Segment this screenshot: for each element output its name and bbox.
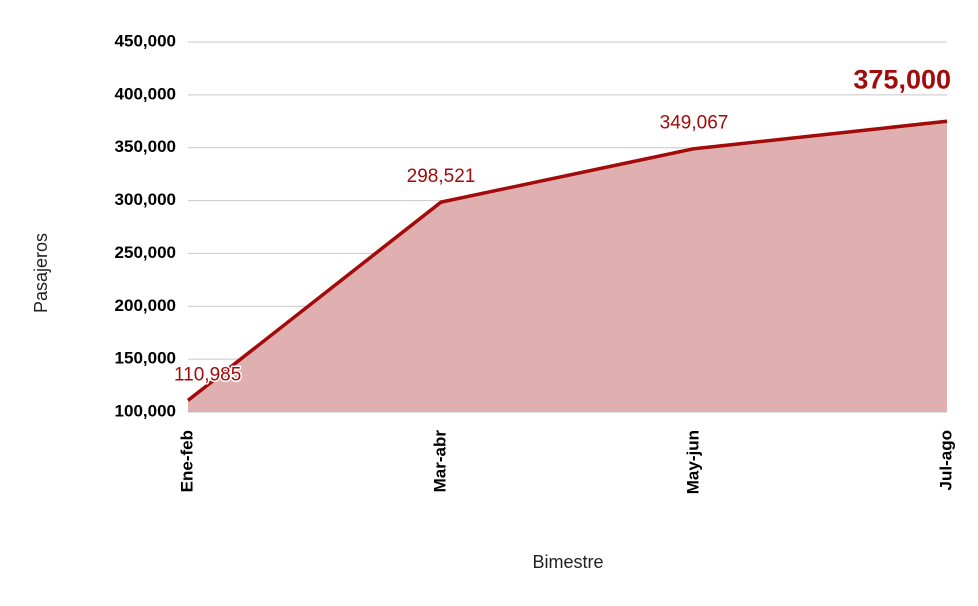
value-label: 349,067	[660, 113, 729, 134]
y-tick-label: 300,000	[115, 190, 176, 209]
x-tick-label: Mar-abr	[430, 430, 449, 493]
y-tick-label: 350,000	[115, 137, 176, 156]
y-tick-label: 400,000	[115, 84, 176, 103]
y-axis-title: Pasajeros	[31, 233, 51, 313]
y-tick-label: 250,000	[115, 243, 176, 262]
x-tick-label: Ene-feb	[177, 430, 196, 492]
x-tick-label: May-jun	[683, 430, 702, 494]
value-label: 298,521	[407, 166, 476, 187]
y-tick-label: 150,000	[115, 349, 176, 368]
x-tick-label: Jul-ago	[936, 430, 955, 490]
value-label: 375,000	[853, 64, 951, 94]
y-tick-label: 450,000	[115, 31, 176, 50]
y-tick-label: 200,000	[115, 296, 176, 315]
area	[188, 121, 947, 413]
value-label: 110,985	[174, 364, 241, 385]
y-tick-label: 100,000	[115, 401, 176, 420]
line	[186, 119, 948, 402]
x-axis-title: Bimestre	[532, 552, 603, 572]
